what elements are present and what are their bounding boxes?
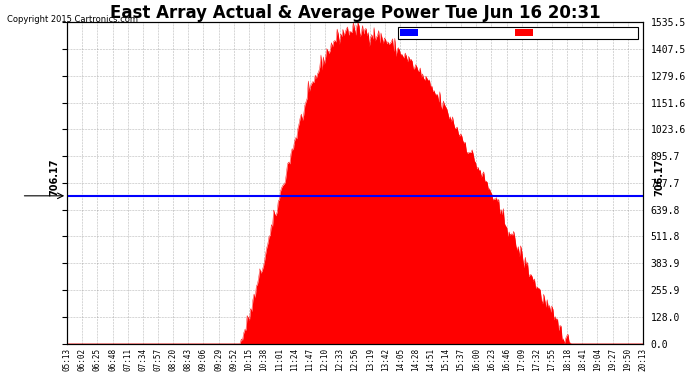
Legend: Average  (DC Watts), East Array  (DC Watts): Average (DC Watts), East Array (DC Watts… — [398, 27, 638, 39]
Text: Copyright 2015 Cartronics.com: Copyright 2015 Cartronics.com — [7, 15, 138, 24]
Text: 706.17: 706.17 — [654, 158, 664, 196]
Title: East Array Actual & Average Power Tue Jun 16 20:31: East Array Actual & Average Power Tue Ju… — [110, 4, 600, 22]
Text: 706.17: 706.17 — [50, 158, 59, 196]
